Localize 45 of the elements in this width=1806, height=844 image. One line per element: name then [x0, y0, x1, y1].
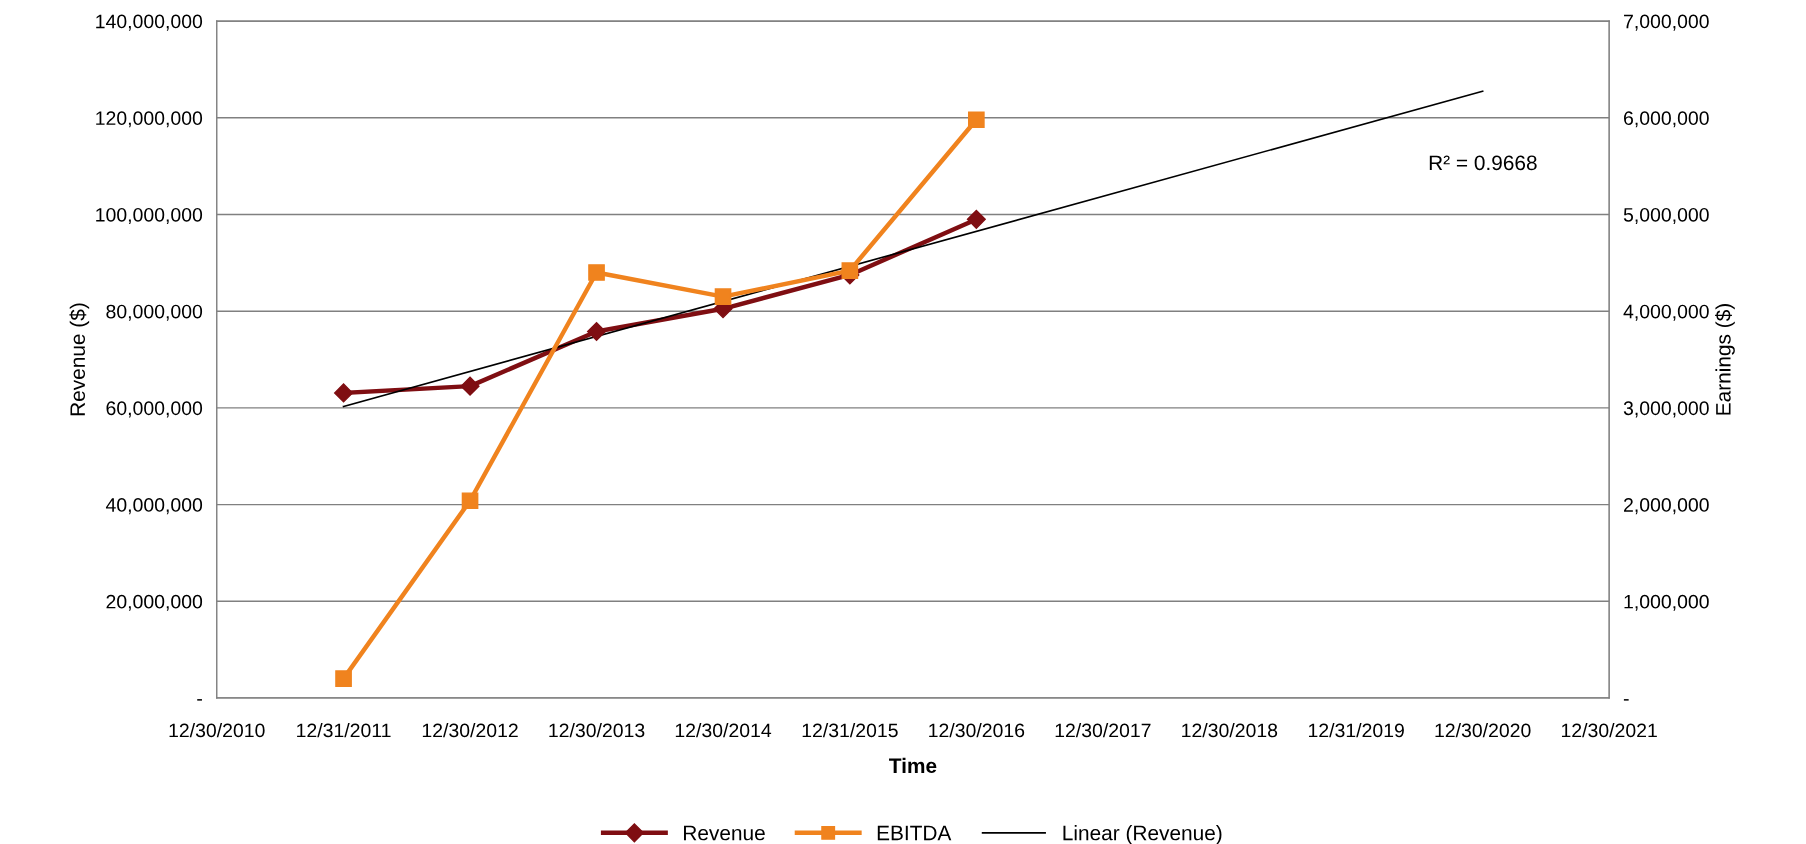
y-tick-label: - — [197, 699, 202, 701]
y-tick-label: 80,000,000 — [106, 304, 203, 321]
x-tick-label: 12/31/2011 — [297, 722, 391, 738]
y-tick-label: 120,000,000 — [96, 111, 203, 128]
annotation: R² = 0.9668 — [1429, 155, 1537, 171]
x-tick-label: 12/30/2016 — [929, 722, 1025, 738]
y2-tick-label: 5,000,000 — [1623, 207, 1709, 225]
x-tick-label: 12/30/2020 — [1435, 722, 1531, 738]
point — [334, 383, 354, 403]
y-tick-label: 140,000,000 — [96, 14, 203, 31]
point — [461, 492, 479, 510]
x-tick-label: 12/31/2019 — [1309, 722, 1404, 738]
x-tick-label: 12/30/2010 — [169, 722, 265, 738]
x-tick-label: 12/30/2021 — [1561, 722, 1657, 738]
legend-label: Linear (Revenue) — [1063, 825, 1222, 844]
x-axis-title: Time — [889, 757, 937, 774]
point — [966, 209, 986, 229]
legend-label: EBITDA — [877, 825, 952, 841]
y2-tick-label: 1,000,000 — [1624, 594, 1709, 611]
x-tick-label: 12/30/2012 — [422, 722, 518, 738]
point — [588, 264, 605, 281]
y-tick-label: 20,000,000 — [106, 594, 203, 611]
y2-tick-label: 6,000,000 — [1624, 111, 1709, 128]
y-tick-label: 60,000,000 — [106, 401, 203, 418]
y-tick-label: 100,000,000 — [96, 207, 203, 225]
y2-tick-label: 7,000,000 — [1624, 14, 1709, 31]
y2-tick-label: - — [1623, 699, 1629, 701]
point — [587, 321, 607, 342]
y2-tick-label: 3,000,000 — [1623, 401, 1709, 418]
y2-axis-title: Earnings ($) — [1715, 304, 1735, 415]
point — [841, 262, 859, 279]
legend-label: Revenue — [684, 825, 765, 841]
x-tick-label: 12/30/2014 — [675, 722, 772, 738]
y-tick-label: 40,000,000 — [105, 498, 203, 515]
point — [714, 288, 732, 306]
y2-tick-label: 2,000,000 — [1624, 498, 1709, 515]
x-tick-label: 12/30/2017 — [1055, 722, 1151, 738]
point — [968, 111, 985, 129]
point — [335, 670, 352, 687]
point — [460, 376, 480, 396]
y-axis-title: Revenue ($) — [69, 303, 90, 416]
x-tick-label: 12/30/2013 — [549, 722, 645, 738]
y2-tick-label: 4,000,000 — [1623, 304, 1709, 321]
x-tick-label: 12/31/2015 — [802, 722, 898, 738]
x-tick-label: 12/30/2018 — [1182, 722, 1278, 738]
